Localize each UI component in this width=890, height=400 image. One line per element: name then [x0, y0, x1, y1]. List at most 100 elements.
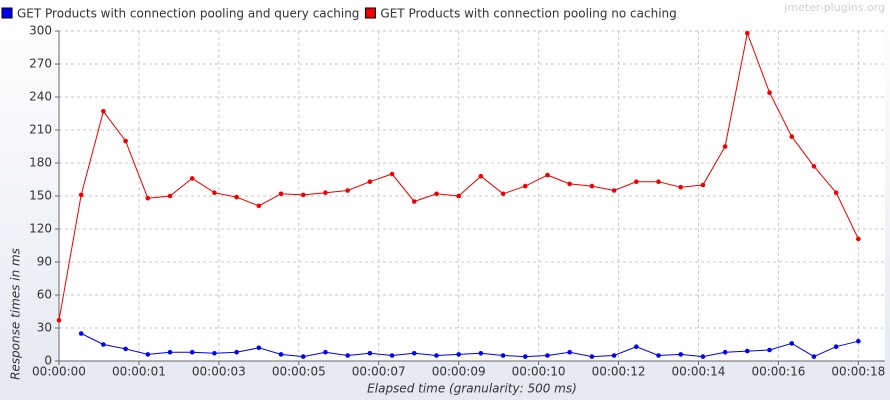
data-point — [522, 183, 528, 189]
data-point — [589, 183, 595, 189]
data-point — [545, 172, 550, 178]
legend-label: GET Products with connection pooling and… — [17, 7, 359, 21]
x-tick-label: 00:00:03 — [192, 365, 246, 379]
data-point — [656, 179, 661, 184]
data-point — [567, 181, 572, 187]
data-point — [856, 338, 861, 344]
data-point — [300, 354, 306, 359]
data-point — [323, 190, 328, 195]
data-point — [745, 30, 750, 36]
data-point — [456, 352, 461, 357]
data-point — [656, 353, 661, 358]
data-point — [234, 194, 239, 200]
x-tick-label: 00:00:09 — [432, 365, 486, 379]
data-point — [456, 193, 461, 199]
data-point — [611, 353, 617, 358]
data-point — [478, 173, 484, 179]
x-tick-label: 00:00:00 — [32, 365, 86, 379]
data-point — [234, 349, 239, 355]
data-point — [500, 191, 506, 197]
data-point — [323, 349, 328, 355]
data-point — [500, 353, 506, 358]
data-point — [678, 352, 684, 357]
data-point — [367, 351, 373, 356]
data-point — [434, 353, 439, 358]
data-point — [123, 138, 128, 144]
data-point — [700, 182, 706, 188]
legend-swatch — [364, 7, 376, 19]
data-point — [78, 192, 84, 198]
data-point — [345, 188, 350, 193]
data-point — [256, 345, 262, 351]
legend-swatch — [1, 7, 13, 19]
data-point — [722, 349, 728, 355]
data-point — [634, 179, 639, 184]
x-tick-label: 00:00:07 — [352, 365, 406, 379]
data-point — [212, 190, 217, 195]
data-point — [189, 349, 195, 355]
data-point — [700, 354, 706, 359]
y-tick-label: 30 — [37, 321, 52, 335]
data-point — [101, 342, 106, 347]
data-point — [856, 236, 861, 242]
x-tick-label: 00:00:12 — [592, 365, 646, 379]
data-point — [434, 191, 439, 197]
plot-area — [59, 31, 885, 361]
data-point — [833, 190, 839, 195]
data-point — [123, 346, 128, 352]
data-point — [589, 354, 595, 359]
data-point — [767, 347, 772, 353]
data-point — [345, 353, 350, 358]
data-point — [745, 348, 750, 354]
x-tick-label: 00:00:05 — [272, 365, 326, 379]
data-point — [101, 109, 106, 114]
x-axis-label: Elapsed time (granularity: 500 ms) — [367, 382, 577, 396]
data-point — [167, 349, 173, 355]
x-tick-label: 00:00:01 — [112, 365, 166, 379]
data-point — [722, 144, 728, 149]
data-point — [789, 341, 795, 346]
data-point — [56, 318, 62, 323]
y-tick-label: 270 — [29, 57, 52, 71]
series-line — [80, 333, 859, 358]
y-tick-label: 210 — [29, 123, 52, 137]
y-tick-label: 150 — [29, 189, 52, 203]
data-point — [411, 199, 417, 204]
data-point — [811, 354, 817, 359]
data-point — [634, 344, 639, 350]
data-point — [611, 188, 617, 193]
x-tick-label: 00:00:18 — [831, 365, 885, 379]
data-point — [145, 195, 151, 201]
data-point — [367, 179, 373, 184]
y-tick-label: 60 — [37, 288, 52, 302]
data-point — [767, 90, 772, 95]
x-tick-label: 00:00:14 — [672, 365, 726, 379]
data-point — [522, 354, 528, 359]
y-tick-label: 240 — [29, 90, 52, 104]
data-point — [212, 351, 217, 356]
y-tick-label: 180 — [29, 156, 52, 170]
x-tick-label: 00:00:16 — [751, 365, 805, 379]
data-point — [567, 349, 572, 355]
y-tick-label: 300 — [29, 24, 52, 38]
data-point — [389, 171, 395, 177]
data-point — [278, 191, 284, 197]
data-point — [145, 352, 151, 357]
data-point — [833, 344, 839, 350]
data-point — [189, 176, 195, 181]
data-point — [278, 352, 284, 357]
y-tick-label: 90 — [37, 255, 52, 269]
legend-label: GET Products with connection pooling no … — [380, 7, 676, 21]
y-axis-label: Response times in ms — [9, 248, 23, 380]
data-point — [678, 184, 684, 190]
watermark: jmeter-plugins.org — [783, 1, 885, 14]
data-point — [411, 351, 417, 356]
x-tick-label: 00:00:10 — [512, 365, 566, 379]
data-point — [256, 203, 262, 209]
data-point — [300, 192, 306, 198]
data-point — [789, 134, 795, 139]
data-point — [389, 353, 395, 358]
data-point — [545, 353, 550, 358]
y-tick-label: 0 — [44, 354, 52, 368]
